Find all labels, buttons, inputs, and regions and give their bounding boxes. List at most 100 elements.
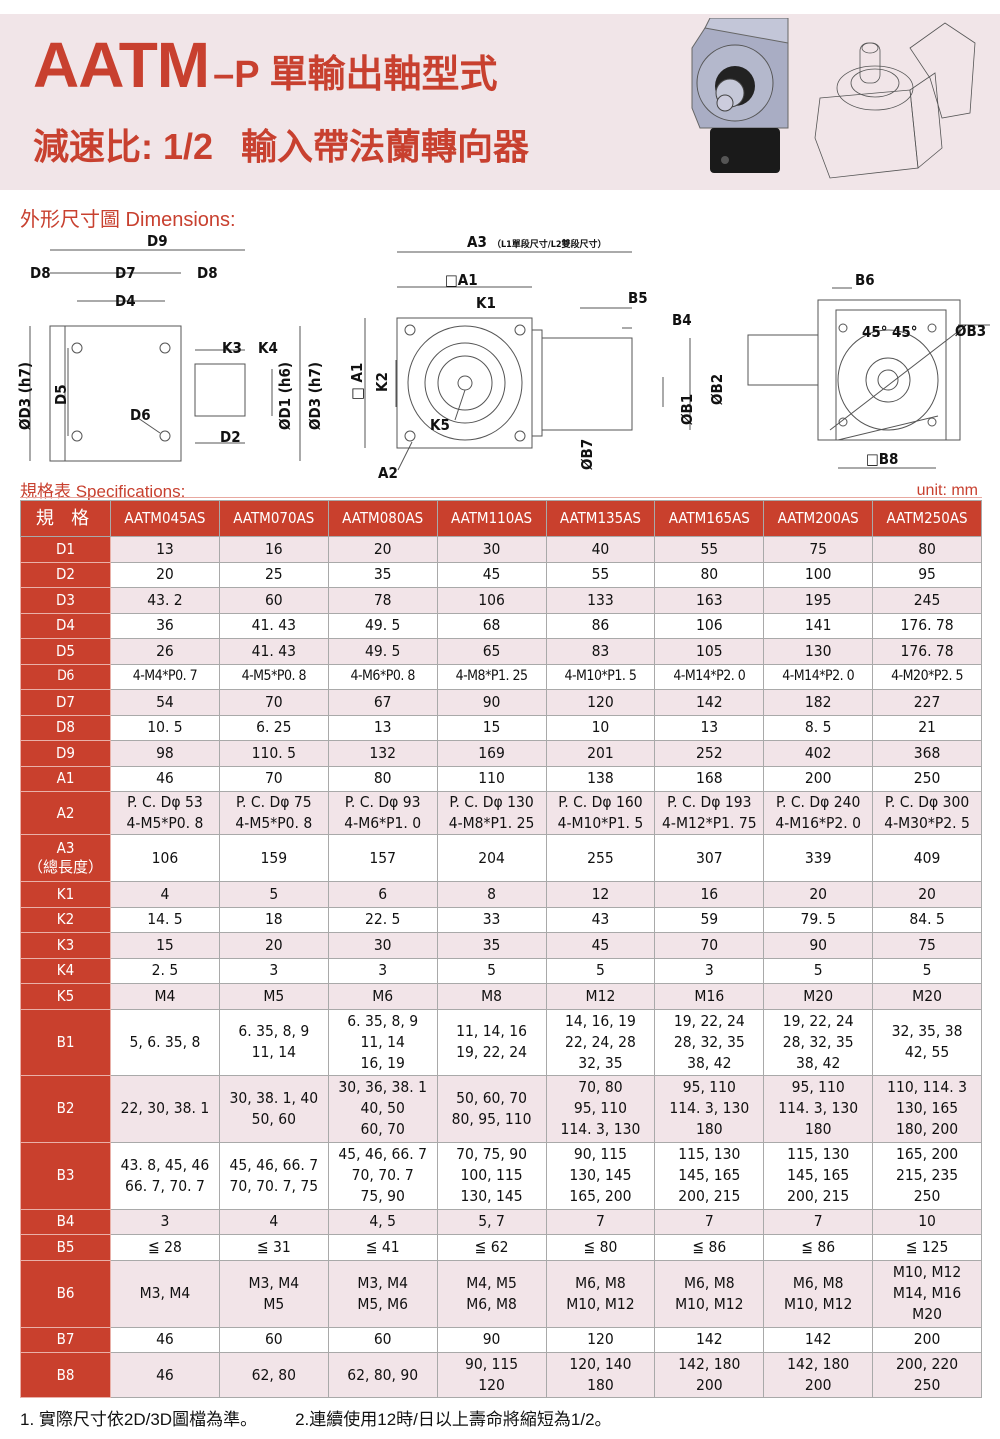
label-angle-1: 45° [862,323,888,341]
table-cell: 20 [218,932,329,959]
label-a2: A2 [378,464,398,482]
table-row: B5 ≦ 28 ≦ 31 ≦ 41 ≦ 62 ≦ 80 ≦ 86 ≦ 86 ≦ 125 [20,1234,982,1261]
table-cell: 30, 38. 1, 40 50, 60 [218,1074,329,1143]
label-b6: B6 [855,271,875,289]
table-cell: 43 [545,906,656,933]
table-cell: M6 [327,983,438,1010]
table-cell: 62, 80, 90 [327,1352,438,1398]
table-cell: 90 [436,689,547,716]
table-cell: 130 [763,638,874,665]
table-cell: 2. 5 [110,957,220,984]
table-row: B8 46 62, 80 62, 80, 90 90, 115 120 120, 140 … [20,1352,982,1398]
table-cell: 252 [654,740,765,767]
label-k2: K2 [373,372,391,392]
table-cell: P. C. Dφ 53 4-M5*P0. 8 [110,791,220,835]
model-header: AATM070AS [218,500,329,537]
table-cell: 4 [110,881,220,908]
label-d3-right: ØD3 (h7) [306,362,324,430]
table-cell: 132 [327,740,438,767]
table-cell: 75 [763,536,874,563]
label-d7: D7 [115,264,136,282]
table-cell: 46 [110,765,220,792]
label-k3: K3 [222,339,242,357]
table-cell: P. C. Dφ 300 4-M30*P2. 5 [872,791,982,835]
specifications-table: 規 格 AATM045AS AATM070AS AATM080AS AATM110AS… [20,500,982,1398]
table-cell: 16 [654,881,765,908]
reduction-ratio: 減速比: 1/2 [33,126,214,167]
specifications-heading: 規格表 Specifications: [20,482,186,501]
table-cell: 159 [218,834,329,882]
table-cell: 5, 7 [436,1208,547,1235]
table-cell: 4, 5 [327,1208,438,1235]
label-d8-right: D8 [197,264,218,282]
model-header: AATM200AS [763,500,874,537]
product-title: AATM –P 單輸出軸型式 [33,28,497,102]
label-b5: B5 [628,289,648,307]
table-cell: 142, 180 200 [654,1352,765,1398]
table-cell: 20 [327,536,438,563]
table-cell: 40 [545,536,656,563]
table-cell: M4 [110,983,220,1010]
table-cell: 90 [436,1326,547,1353]
table-cell: 4-M10*P1. 5 [545,663,656,690]
table-cell: 18 [218,906,329,933]
table-cell: 80 [872,536,982,563]
table-cell: 45 [545,932,656,959]
table-cell: 90, 115 130, 145 165, 200 [545,1141,656,1210]
table-row: K1 4 5 6 8 12 16 20 20 [20,881,982,908]
table-cell: 16 [218,536,329,563]
table-cell: 200 [872,1326,982,1353]
table-cell: 204 [436,834,547,882]
table-cell: M8 [436,983,547,1010]
table-cell: 49. 5 [327,638,438,665]
label-d6: D6 [130,406,151,424]
table-cell: 70 [218,765,329,792]
model-header: AATM135AS [545,500,656,537]
table-cell: 80 [327,765,438,792]
table-cell: 60 [327,1326,438,1353]
table-cell: 46 [110,1326,220,1353]
table-cell: 11, 14, 16 19, 22, 24 [436,1008,547,1076]
product-description: 輸入帶法蘭轉向器 [241,126,530,167]
gearbox-line-drawing [814,22,976,179]
label-a3-note: （L1單段尺寸/L2雙段尺寸） [492,238,607,250]
table-cell: 22. 5 [327,906,438,933]
label-d3-left: ØD3 (h7) [16,362,34,430]
table-cell: 200 [763,765,874,792]
table-cell: 3 [327,957,438,984]
table-cell: P. C. Dφ 240 4-M16*P2. 0 [763,791,874,835]
table-cell: 19, 22, 24 28, 32, 35 38, 42 [763,1008,874,1076]
table-cell: 60 [218,1326,329,1353]
table-cell: 110. 5 [218,740,329,767]
table-cell: 106 [436,587,547,614]
table-cell: 6. 35, 8, 9 11, 14 16, 19 [327,1008,438,1076]
label-d8-left: D8 [30,264,51,282]
footnote-1: 1. 實際尺寸依2D/3D圖檔為準。 [20,1410,258,1429]
gearbox-render [691,18,789,173]
model-header: AATM110AS [436,500,547,537]
table-cell: 70, 80 95, 110 114. 3, 130 [545,1074,656,1143]
label-k4: K4 [258,339,278,357]
table-cell: 90, 115 120 [436,1352,547,1398]
table-cell: 46 [110,1352,220,1398]
table-cell: 157 [327,834,438,882]
table-cell: 169 [436,740,547,767]
model-header: AATM165AS [654,500,765,537]
table-cell: ≦ 80 [545,1234,656,1261]
table-cell: 5 [436,957,547,984]
label-b8: □B8 [866,450,898,468]
label-b1: ØB1 [678,394,696,425]
table-cell: 110 [436,765,547,792]
label-a3: A3 [467,233,487,251]
table-cell: M5 [218,983,329,1010]
label-b7: ØB7 [578,439,596,470]
row-label: D4 [20,612,111,639]
model-header: AATM080AS [327,500,438,537]
table-cell: 110, 114. 3 130, 165 180, 200 [872,1074,982,1143]
corner-header: 規 格 [20,500,111,537]
table-cell: 95, 110 114. 3, 130 180 [654,1074,765,1143]
table-cell: 14. 5 [110,906,220,933]
table-cell: ≦ 28 [110,1234,220,1261]
table-cell: ≦ 41 [327,1234,438,1261]
table-cell: 4-M5*P0. 8 [218,663,329,690]
